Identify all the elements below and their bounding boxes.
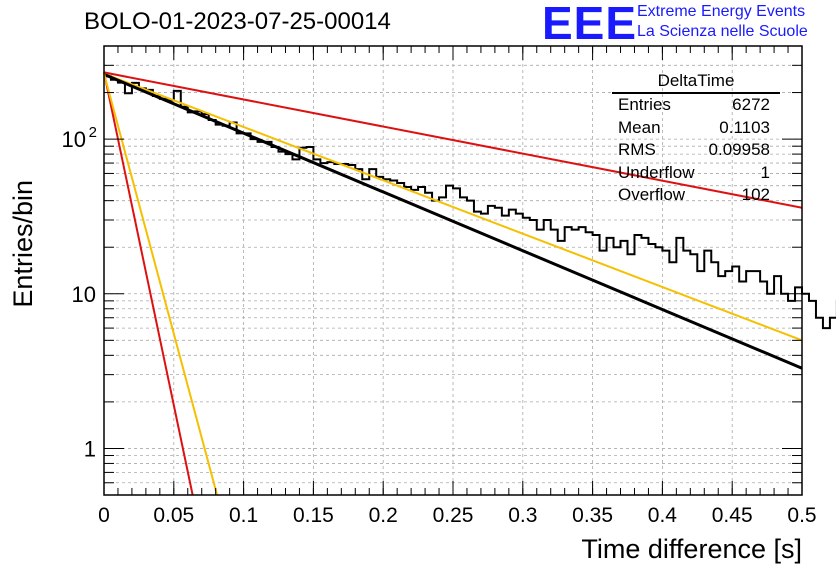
stats-row-overflow: Overflow 102 bbox=[612, 184, 780, 207]
fit-line-red bbox=[103, 72, 194, 496]
y-tick-label: 10 bbox=[62, 127, 86, 152]
x-tick-label: 0.5 bbox=[787, 504, 816, 527]
logo-subtitle-line1: Extreme Energy Events bbox=[637, 3, 806, 20]
x-axis-label: Time difference [s] bbox=[581, 534, 802, 564]
logo-subtitle-line2: La Scienza nelle Scuole bbox=[637, 23, 808, 40]
x-tick-label: 0.3 bbox=[508, 504, 537, 527]
y-axis-label-wrap: Entries/bin bbox=[8, 180, 38, 308]
stats-value: 0.1103 bbox=[719, 117, 770, 137]
stats-row-entries: Entries 6272 bbox=[612, 94, 780, 117]
x-tick-labels: 0 0.05 0.1 0.15 0.2 0.25 0.3 0.35 0.4 0.45 0.5 bbox=[98, 504, 816, 527]
stats-label: Entries bbox=[618, 95, 671, 114]
chart-title: BOLO-01-2023-07-25-00014 bbox=[84, 8, 391, 35]
y-tick-label: 10 bbox=[72, 282, 96, 307]
y-tick-label-exponent: 2 bbox=[89, 124, 97, 141]
axis-ticks bbox=[103, 45, 803, 496]
x-tick-label: 0.15 bbox=[293, 504, 334, 527]
stats-row-mean: Mean 0.1103 bbox=[612, 117, 780, 140]
stats-value: 1 bbox=[760, 162, 770, 182]
x-tick-label: 0.1 bbox=[229, 504, 258, 527]
fit-curves bbox=[103, 71, 803, 496]
y-tick-label: 1 bbox=[84, 436, 96, 461]
stats-row-rms: RMS 0.09958 bbox=[612, 139, 780, 162]
fit-line-red bbox=[103, 71, 803, 209]
x-tick-label: 0.2 bbox=[369, 504, 398, 527]
y-axis-label: Entries/bin bbox=[8, 180, 38, 308]
stats-box: DeltaTime Entries 6272 Mean 0.1103 RMS 0.09… bbox=[612, 70, 780, 207]
stats-value: 6272 bbox=[732, 95, 770, 114]
stats-row-underflow: Underflow 1 bbox=[612, 162, 780, 185]
stats-value: 0.09958 bbox=[708, 140, 770, 160]
stats-value: 102 bbox=[741, 185, 770, 205]
stats-label: Overflow bbox=[618, 185, 686, 205]
stats-label: Underflow bbox=[618, 162, 695, 182]
x-tick-label: 0.45 bbox=[712, 504, 753, 527]
fit-line-yellow bbox=[103, 73, 219, 496]
fit-line-yellow bbox=[103, 72, 803, 342]
x-tick-label: 0.05 bbox=[153, 504, 194, 527]
x-tick-label: 0 bbox=[98, 504, 110, 527]
x-tick-label: 0.4 bbox=[648, 504, 678, 527]
eee-logo: EEE bbox=[542, 0, 638, 49]
fit-line-black bbox=[103, 73, 803, 370]
stats-label: RMS bbox=[618, 140, 656, 160]
x-tick-label: 0.25 bbox=[433, 504, 474, 527]
x-tick-label: 0.35 bbox=[572, 504, 613, 527]
stats-title: DeltaTime bbox=[612, 70, 780, 94]
stats-label: Mean bbox=[618, 117, 661, 137]
